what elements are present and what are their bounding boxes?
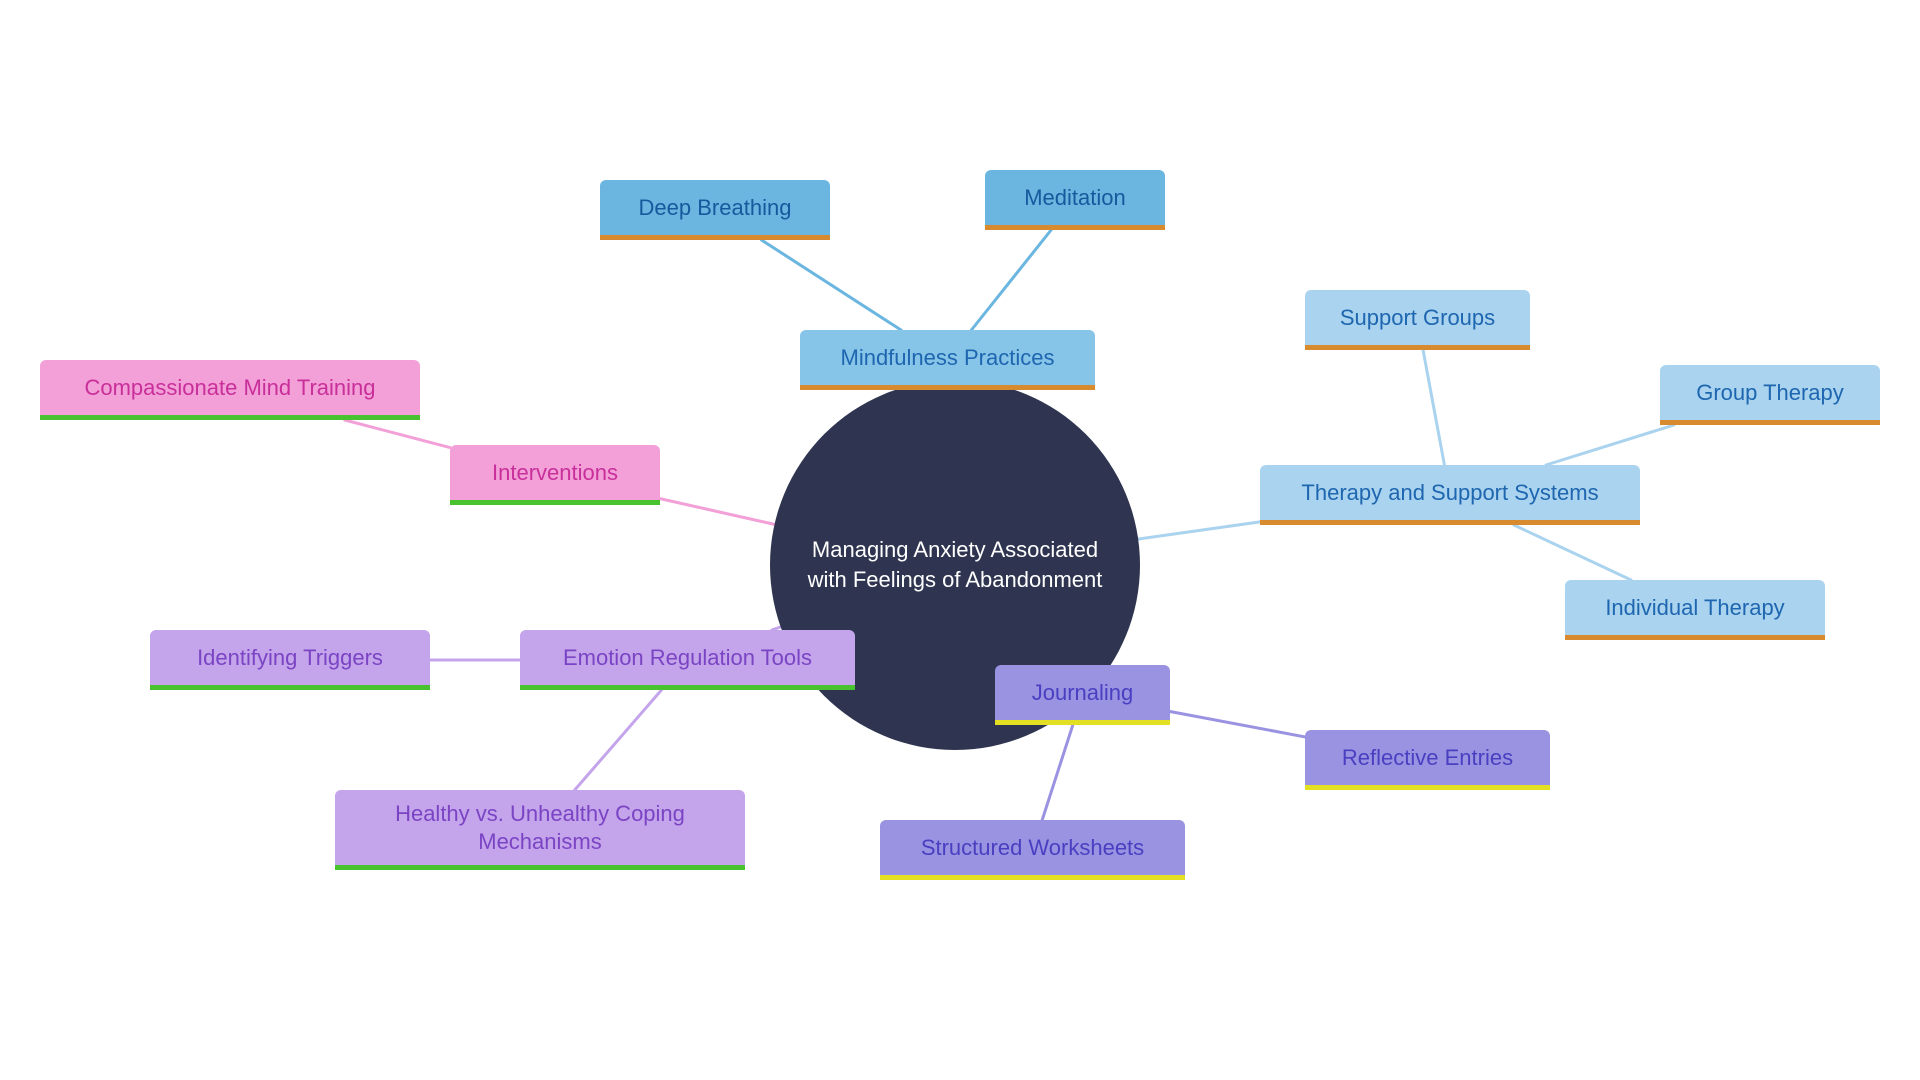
node-emotion: Emotion Regulation Tools [520,630,855,690]
node-cmt: Compassionate Mind Training [40,360,420,420]
node-therapy: Therapy and Support Systems [1260,465,1640,525]
mindmap-canvas: Managing Anxiety Associated with Feeling… [0,0,1920,1080]
node-supportgrp: Support Groups [1305,290,1530,350]
edge [660,499,775,525]
edge [1514,525,1631,580]
node-triggers: Identifying Triggers [150,630,430,690]
node-coping: Healthy vs. Unhealthy Coping Mechanisms [335,790,745,870]
edge [971,230,1051,330]
edge [345,420,450,448]
edge [1170,711,1305,736]
node-meditation: Meditation [985,170,1165,230]
node-journaling: Journaling [995,665,1170,725]
node-grouptherapy: Group Therapy [1660,365,1880,425]
edge [762,240,902,330]
node-mindfulness: Mindfulness Practices [800,330,1095,390]
edge [1423,350,1444,465]
node-indtherapy: Individual Therapy [1565,580,1825,640]
node-reflective: Reflective Entries [1305,730,1550,790]
edge [1042,725,1073,820]
edge [1138,522,1260,539]
node-interventions: Interventions [450,445,660,505]
edge [575,690,662,790]
node-worksheets: Structured Worksheets [880,820,1185,880]
edge [1546,425,1674,465]
node-deepbreath: Deep Breathing [600,180,830,240]
